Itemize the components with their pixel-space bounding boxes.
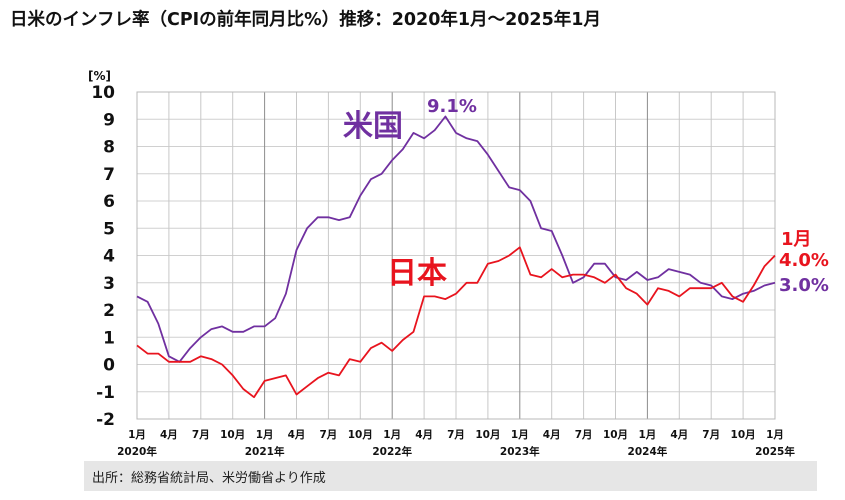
y-tick-label: 8 — [103, 138, 115, 158]
x-tick-label: 10月 — [348, 429, 373, 441]
y-unit-label: [%] — [88, 69, 111, 83]
y-tick-label: 6 — [103, 192, 115, 212]
chart-labels: 米国 9.1% 日本 1月4.0% 3.0% — [343, 96, 829, 296]
x-tick-label: 1月 — [511, 429, 529, 441]
us-peak-label: 9.1% — [427, 96, 477, 117]
chart-title: 日米のインフレ率（CPIの前年同月比%）推移：2020年1月～2025年1月 — [10, 10, 601, 30]
chart-series — [136, 115, 776, 399]
x-tick-label: 4月 — [670, 429, 688, 441]
x-tick-label: 1月 — [383, 429, 401, 441]
y-tick-label: 2 — [103, 301, 115, 321]
x-tick-label: 4月 — [415, 429, 433, 441]
y-tick-label: 3 — [103, 274, 115, 294]
year-label: 2022年 — [372, 445, 412, 458]
x-tick-label: 7月 — [702, 429, 720, 441]
y-tick-label: 9 — [103, 110, 115, 130]
chart-axes: -2 -1 0 1 2 3 4 5 6 7 8 9 10[%] 1月 4月 7月 10月 1月 4月 7月 10月 1月 4… — [88, 69, 795, 458]
source-note: 出所：総務省統計局、米労働省より作成 — [92, 471, 326, 486]
chart-grid — [136, 91, 776, 420]
us-cpi-line — [136, 115, 776, 363]
year-label: 2020年 — [117, 445, 157, 458]
x-tick-label: 1月 — [256, 429, 274, 441]
japan-end-value-label: 4.0% — [779, 250, 829, 271]
y-tick-label: 1 — [103, 328, 115, 348]
x-tick-label: 10月 — [603, 429, 628, 441]
x-tick-label: 1月 — [766, 429, 784, 441]
japan-series-label: 日本 — [387, 256, 447, 291]
x-tick-label: 10月 — [731, 429, 756, 441]
x-tick-label: 1月 — [638, 429, 656, 441]
us-end-value-label: 3.0% — [779, 275, 829, 296]
y-tick-label: -1 — [96, 383, 115, 403]
x-tick-label: 4月 — [543, 429, 561, 441]
x-tick-label: 7月 — [447, 429, 465, 441]
source-box: 出所：総務省統計局、米労働省より作成 — [84, 461, 817, 491]
japan-end-month-label: 1月 — [781, 229, 812, 250]
year-label: 2021年 — [245, 445, 285, 458]
x-tick-label: 7月 — [192, 429, 210, 441]
y-tick-label: 5 — [103, 219, 115, 239]
year-label: 2023年 — [500, 445, 540, 458]
x-tick-label: 4月 — [160, 429, 178, 441]
us-series-label: 米国 — [343, 109, 403, 144]
x-tick-label: 1月 — [128, 429, 146, 441]
year-label: 2025年 — [755, 445, 795, 458]
x-tick-label: 10月 — [475, 429, 500, 441]
x-tick-label: 10月 — [220, 429, 245, 441]
y-tick-label: 0 — [103, 356, 115, 376]
y-tick-label: -2 — [96, 410, 115, 430]
y-tick-label: 4 — [103, 247, 115, 267]
y-tick-label: 7 — [103, 165, 115, 185]
japan-cpi-line — [136, 246, 776, 399]
x-tick-label: 7月 — [319, 429, 337, 441]
x-tick-label: 7月 — [575, 429, 593, 441]
y-tick-label: 10 — [91, 83, 115, 103]
year-label: 2024年 — [628, 445, 668, 458]
x-tick-label: 4月 — [288, 429, 306, 441]
